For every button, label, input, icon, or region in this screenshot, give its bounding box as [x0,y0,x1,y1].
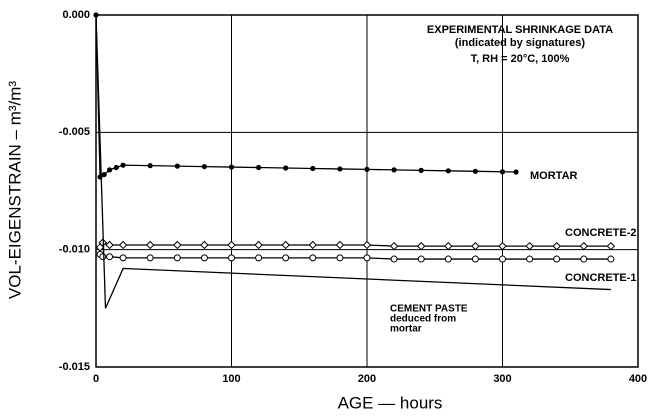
marker [113,164,119,171]
marker [105,240,114,250]
marker [106,253,114,261]
annotation: (indicated by signatures) [455,37,586,49]
x-tick-label: 200 [358,373,376,385]
marker [553,255,561,263]
y-tick-label: 0.000 [62,9,90,21]
marker [283,165,289,171]
marker [200,240,209,250]
x-tick-label: 100 [222,373,240,385]
marker [120,162,126,168]
marker [228,254,235,262]
marker [118,240,128,250]
marker [445,168,451,174]
marker [526,255,534,263]
annotation: T, RH = 20°C, 100% [471,53,570,65]
marker [364,166,370,173]
annotation: mortar [390,324,422,335]
y-tick-label: -0.010 [59,244,90,256]
marker [444,241,453,251]
marker [499,255,506,263]
x-axis-label: AGE — hours [338,393,443,412]
marker [444,255,452,263]
marker [389,241,399,251]
x-tick-label: 0 [93,373,99,385]
marker [336,254,344,262]
marker [201,163,207,170]
marker [173,254,181,262]
marker [145,240,155,250]
marker [174,163,180,169]
marker [471,241,480,251]
x-tick-label: 400 [629,373,647,385]
marker [390,255,398,263]
marker [335,240,345,250]
marker [227,240,236,250]
marker [552,241,561,251]
marker [580,255,588,263]
series-line [95,14,611,309]
marker [498,241,507,251]
series-label: MORTAR [530,170,578,182]
marker [282,254,290,262]
marker [310,165,316,172]
series-line [99,241,611,248]
marker [254,240,263,250]
y-axis-label: VOL-EIGENSTRAIN – m³/m³ [5,81,24,300]
marker [606,241,616,251]
series-line [95,14,517,179]
marker [309,254,317,262]
marker [106,167,113,173]
marker [228,164,235,170]
marker [417,255,425,263]
annotation: EXPERIMENTAL SHRINKAGE DATA [427,24,613,36]
y-tick-label: -0.005 [59,126,90,138]
marker [499,169,506,175]
marker [607,255,615,263]
marker [255,254,263,262]
marker [513,169,519,175]
marker [363,254,371,262]
marker [416,241,426,251]
marker [256,164,262,171]
marker [147,163,153,169]
marker [472,168,478,174]
marker [337,166,343,172]
marker [418,167,424,173]
series-label: CONCRETE-1 [565,272,637,284]
marker [101,171,107,178]
marker [391,167,397,173]
x-tick-label: 300 [493,373,511,385]
marker [146,254,154,262]
marker [119,254,127,262]
annotation: deduced from [390,314,456,325]
series-label: CONCRETE-2 [565,227,637,239]
series-label: CEMENT PASTE [390,304,468,315]
y-tick-label: -0.015 [59,361,90,373]
marker [579,241,589,251]
marker [525,241,534,251]
marker [173,240,182,250]
marker [308,240,318,250]
marker [99,253,107,261]
marker [471,255,479,263]
marker [281,240,290,250]
marker [362,240,372,250]
marker [200,254,208,262]
marker [93,12,99,18]
series-line [99,253,611,260]
